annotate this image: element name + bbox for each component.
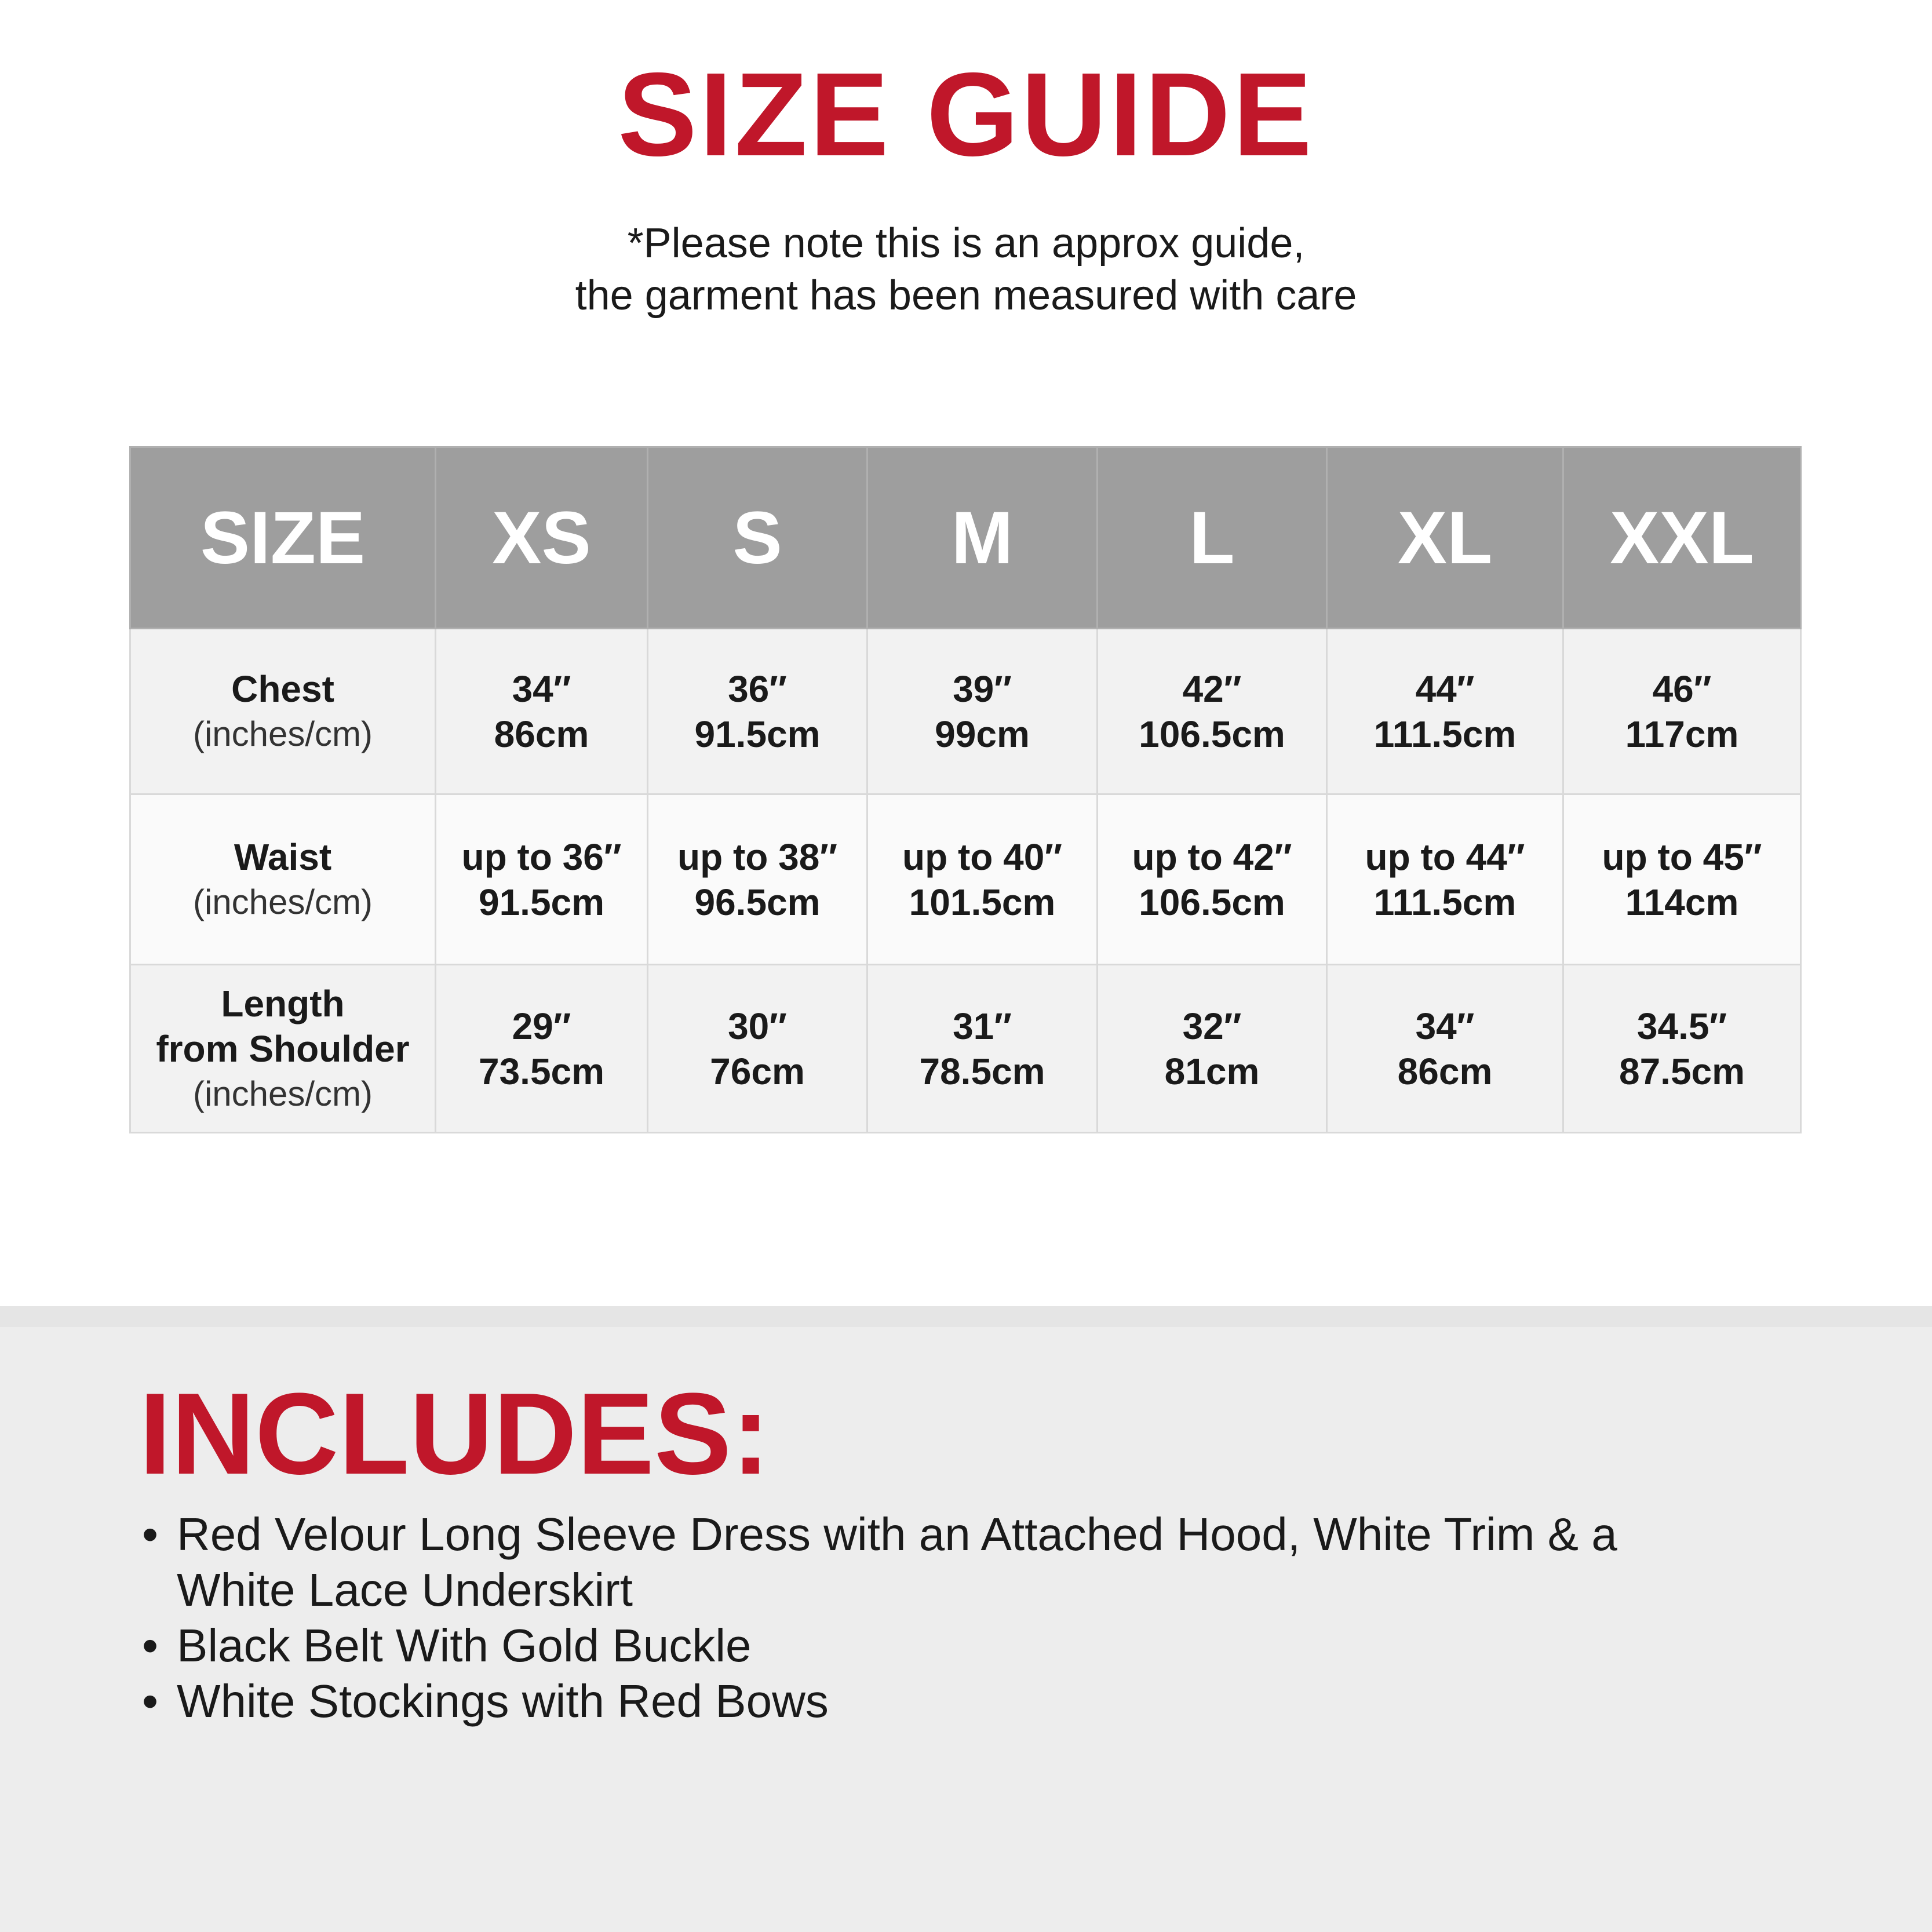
measurement-cell: 46″ 117cm <box>1562 628 1802 795</box>
inches-value: 30″ <box>728 1005 787 1047</box>
measurement-cell: up to 36″ 91.5cm <box>435 793 648 965</box>
table-row: Waist (inches/cm) up to 36″ 91.5cm up to 38″… <box>129 793 1802 965</box>
cm-value: 117cm <box>1625 713 1739 755</box>
cm-value: 81cm <box>1164 1050 1260 1092</box>
note-line-2: the garment has been measured with care <box>575 272 1357 319</box>
size-table: SIZE XS S M L XL XXL Chest (inches/cm) 34″ 86cm 36… <box>129 446 1802 1133</box>
bullet-icon: • <box>142 1508 159 1560</box>
list-item: • Red Velour Long Sleeve Dress with an At… <box>142 1507 1707 1618</box>
size-header-xl: XL <box>1326 446 1564 629</box>
inches-value: 31″ <box>953 1005 1012 1047</box>
measurement-cell: 29″ 73.5cm <box>435 964 648 1133</box>
bullet-icon: • <box>142 1620 159 1671</box>
item-text: Black Belt With Gold Buckle <box>177 1620 752 1671</box>
cm-value: 91.5cm <box>694 713 821 755</box>
inches-value: 36″ <box>728 668 787 710</box>
cm-value: 106.5cm <box>1139 713 1285 755</box>
measurement-cell: up to 45″ 114cm <box>1562 793 1802 965</box>
inches-value: 32″ <box>1182 1005 1242 1047</box>
table-row: Chest (inches/cm) 34″ 86cm 36″ 91.5cm 39″ 99cm 4… <box>129 628 1802 795</box>
inches-value: up to 45″ <box>1602 836 1762 878</box>
measurement-cell: up to 38″ 96.5cm <box>647 793 868 965</box>
note-line-1: *Please note this is an approx guide, <box>627 220 1305 267</box>
cm-value: 91.5cm <box>478 881 605 923</box>
inches-value: up to 40″ <box>902 836 1062 878</box>
section-divider <box>0 1306 1932 1327</box>
item-text: Red Velour Long Sleeve Dress with an Att… <box>177 1508 1617 1616</box>
cm-value: 96.5cm <box>694 881 821 923</box>
row-unit: (inches/cm) <box>192 1074 373 1113</box>
size-header-s: S <box>647 446 868 629</box>
cm-value: 106.5cm <box>1139 881 1285 923</box>
cm-value: 99cm <box>935 713 1030 755</box>
size-header-xs: XS <box>435 446 648 629</box>
size-header-xxl: XXL <box>1562 446 1802 629</box>
cm-value: 78.5cm <box>919 1050 1045 1092</box>
row-label: from Shoulder <box>156 1027 410 1070</box>
row-label: Chest <box>231 668 334 710</box>
measurement-cell: up to 44″ 111.5cm <box>1326 793 1564 965</box>
measurement-cell: 42″ 106.5cm <box>1096 628 1328 795</box>
inches-value: 39″ <box>953 668 1012 710</box>
size-header: SIZE <box>129 446 436 629</box>
row-unit: (inches/cm) <box>192 714 373 753</box>
size-header-m: M <box>866 446 1098 629</box>
cm-value: 101.5cm <box>909 881 1056 923</box>
inches-value: 44″ <box>1415 668 1475 710</box>
includes-section <box>0 1327 1932 1932</box>
measurement-cell: 36″ 91.5cm <box>647 628 868 795</box>
includes-list: • Red Velour Long Sleeve Dress with an At… <box>142 1507 1707 1729</box>
inches-value: up to 42″ <box>1132 836 1292 878</box>
inches-value: up to 44″ <box>1365 836 1525 878</box>
cm-value: 87.5cm <box>1618 1050 1745 1092</box>
measurement-cell: 34″ 86cm <box>435 628 648 795</box>
bullet-icon: • <box>142 1675 159 1727</box>
cm-value: 76cm <box>710 1050 805 1092</box>
size-note: *Please note this is an approx guide, th… <box>0 217 1932 322</box>
cm-value: 86cm <box>494 713 589 755</box>
cm-value: 86cm <box>1397 1050 1493 1092</box>
measurement-cell: 31″ 78.5cm <box>866 964 1098 1133</box>
cm-value: 111.5cm <box>1373 713 1517 755</box>
row-label: Length <box>221 982 345 1025</box>
cm-value: 73.5cm <box>478 1050 605 1092</box>
page-title: SIZE GUIDE <box>618 48 1314 181</box>
measurement-cell: 39″ 99cm <box>866 628 1098 795</box>
list-item: • White Stockings with Red Bows <box>142 1674 1707 1729</box>
inches-value: 42″ <box>1182 668 1242 710</box>
cm-value: 114cm <box>1625 881 1739 923</box>
measurement-cell: 30″ 76cm <box>647 964 868 1133</box>
inches-value: 34.5″ <box>1636 1005 1727 1047</box>
row-label-cell: Waist (inches/cm) <box>129 793 436 965</box>
cm-value: 111.5cm <box>1373 881 1517 923</box>
measurement-cell: up to 42″ 106.5cm <box>1096 793 1328 965</box>
row-unit: (inches/cm) <box>192 882 373 921</box>
includes-title: INCLUDES: <box>139 1369 770 1499</box>
inches-value: up to 36″ <box>461 836 622 878</box>
item-text: White Stockings with Red Bows <box>177 1675 829 1727</box>
inches-value: 29″ <box>512 1005 571 1047</box>
inches-value: 34″ <box>512 668 571 710</box>
measurement-cell: 44″ 111.5cm <box>1326 628 1564 795</box>
table-row: Length from Shoulder (inches/cm) 29″ 73.5cm 3… <box>129 964 1802 1133</box>
measurement-cell: 34″ 86cm <box>1326 964 1564 1133</box>
row-label-cell: Chest (inches/cm) <box>129 628 436 795</box>
row-label: Waist <box>234 836 332 878</box>
measurement-cell: up to 40″ 101.5cm <box>866 793 1098 965</box>
row-label-cell: Length from Shoulder (inches/cm) <box>129 964 436 1133</box>
inches-value: 34″ <box>1415 1005 1475 1047</box>
size-header-l: L <box>1096 446 1328 629</box>
table-header-row: SIZE XS S M L XL XXL <box>129 446 1802 629</box>
list-item: • Black Belt With Gold Buckle <box>142 1618 1707 1674</box>
measurement-cell: 32″ 81cm <box>1096 964 1328 1133</box>
inches-value: up to 38″ <box>677 836 837 878</box>
inches-value: 46″ <box>1652 668 1712 710</box>
measurement-cell: 34.5″ 87.5cm <box>1562 964 1802 1133</box>
